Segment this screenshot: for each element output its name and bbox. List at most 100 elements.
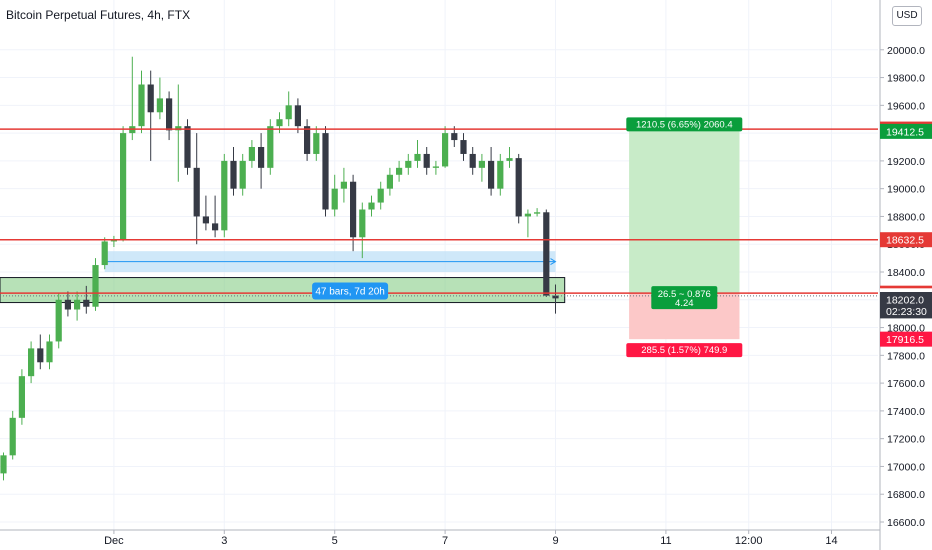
date-range-label-box [312,282,389,300]
candle-up[interactable] [138,84,145,127]
candle-down[interactable] [423,153,430,168]
candle-up[interactable] [396,167,403,175]
candle-up[interactable] [534,212,541,214]
center-label-line1: 26.5 ~ 0.876 [658,289,711,300]
time-tick-label: Dec [104,535,124,547]
arrow-right-icon [550,258,557,266]
candle-up[interactable] [340,181,347,189]
price-tick-label: 17800.0 [887,350,925,362]
candle-up[interactable] [110,240,117,242]
time-tick-label: 14 [825,535,837,547]
chart-title: Bitcoin Perpetual Futures, 4h, FTX [6,8,191,22]
candle-up[interactable] [368,202,375,210]
candle-down[interactable] [230,160,237,189]
candle-up[interactable] [55,299,62,342]
time-tick-label: 11 [660,535,671,547]
price-axis-background [880,0,932,550]
candle-up[interactable] [432,166,439,168]
candle-up[interactable] [313,133,320,154]
zones-layer [0,131,740,340]
candle-up[interactable] [46,341,53,363]
overlays-layer[interactable]: 47 bars, 7d 20h 1210.5 (6.65%) 2060.4 26.5… [0,117,878,358]
candle-up[interactable] [120,133,127,241]
candle-up[interactable] [442,133,449,167]
candle-down[interactable] [258,147,265,168]
candle-down[interactable] [460,140,467,154]
candle-down[interactable] [552,295,559,299]
price-marker [880,232,932,248]
price-tick-label: 17600.0 [887,378,925,390]
time-axis[interactable]: Dec 3 5 7 9 11 12:00 14 [0,529,880,547]
price-tick-label: 17400.0 [887,406,925,418]
center-label-line2: 4.24 [675,298,694,309]
stop-label-box [626,343,743,358]
candle-down[interactable] [451,133,458,141]
price-tick-label: 17200.0 [887,434,925,446]
price-marker-label: 18202.0 [886,295,924,307]
candle-up[interactable] [221,160,228,231]
candle-down[interactable] [212,223,219,231]
candle-down[interactable] [515,158,522,217]
candle-up[interactable] [359,209,366,238]
price-marker-label: 18632.5 [886,235,924,247]
candle-up[interactable] [524,213,531,217]
target-label: 1210.5 (6.65%) 2060.4 [636,119,733,130]
price-marker-label: 19412.5 [886,126,924,138]
candle-down[interactable] [64,299,71,310]
price-marker-label: 02:23:30 [886,306,927,318]
candle-down[interactable] [488,160,495,189]
candle-down[interactable] [166,98,173,131]
candle-up[interactable] [506,158,513,161]
candle-up[interactable] [156,98,163,113]
currency-button[interactable]: USD [892,6,922,26]
candle-up[interactable] [74,299,81,310]
candle-down[interactable] [83,299,90,307]
candle-up[interactable] [377,188,384,203]
candle-up[interactable] [478,160,485,168]
candle-up[interactable] [28,348,35,377]
candle-up[interactable] [276,119,283,127]
candle-down[interactable] [184,126,191,168]
price-marker [880,331,932,347]
candle-up[interactable] [239,160,246,189]
candle-up[interactable] [285,105,292,120]
candle-up[interactable] [331,188,338,210]
candle-up[interactable] [405,160,412,168]
candles-layer[interactable] [0,56,559,481]
time-tick-label: 9 [552,535,558,547]
candle-down[interactable] [322,133,329,210]
candle-up[interactable] [267,126,274,168]
price-tick-label: 20000.0 [887,45,925,57]
candle-up[interactable] [0,455,7,474]
support-zone-box[interactable] [0,277,566,304]
candle-down[interactable] [193,167,200,217]
candle-up[interactable] [18,376,25,418]
date-range-label: 47 bars, 7d 20h [315,287,385,298]
candle-down[interactable] [304,126,311,154]
candle-down[interactable] [294,105,301,127]
profit-zone[interactable] [629,131,740,294]
price-tick-label: 18000.0 [887,323,925,335]
candle-up[interactable] [386,174,393,189]
candle-down[interactable] [469,153,476,168]
candle-up[interactable] [9,417,16,456]
center-label-box [651,286,718,310]
candle-up[interactable] [497,160,504,189]
candle-up[interactable] [414,153,421,161]
stop-label: 285.5 (1.57%) 749.9 [641,345,727,356]
price-marker [880,292,932,307]
candle-down[interactable] [147,84,154,113]
price-tick-label: 19000.0 [887,184,925,196]
candle-up[interactable] [248,147,255,161]
price-tick-label: 18800.0 [887,211,925,223]
candle-down[interactable] [202,216,209,224]
price-axis[interactable]: 16600.0 16800.0 17000.0 17200.0 17400.0 17600… [879,0,932,550]
candle-down[interactable] [37,348,44,363]
candle-down[interactable] [350,181,357,238]
target-label-box [626,117,743,132]
candle-up[interactable] [92,265,99,307]
candle-up[interactable] [101,241,108,266]
candle-down[interactable] [543,212,550,296]
candle-up[interactable] [175,126,182,131]
